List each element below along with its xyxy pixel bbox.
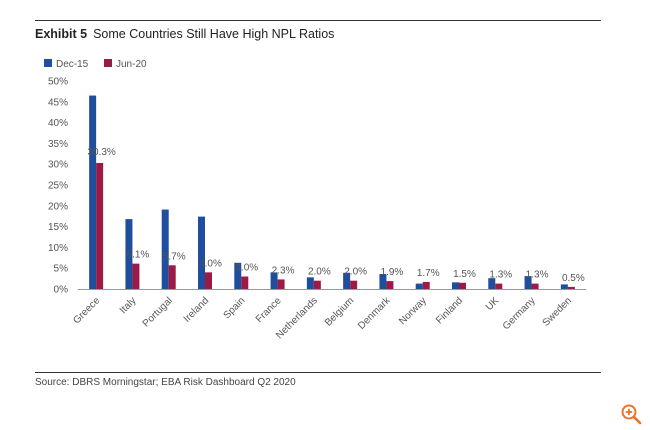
legend-label-jun20: Jun-20	[116, 59, 147, 70]
source-note: Source: DBRS Morningstar; EBA Risk Dashb…	[35, 377, 296, 388]
y-tick-label: 5%	[54, 264, 69, 275]
data-label-jun20: 6.1%	[127, 250, 150, 261]
y-tick-label: 25%	[48, 181, 68, 192]
y-tick-label: 15%	[48, 222, 68, 233]
y-tick-label: 30%	[48, 160, 68, 171]
data-labels: 30.3% 6.1% 5.7% 4.0% 3.0% 2.3% 2.0% 2.0% 1.9% 1.7…	[87, 147, 584, 284]
x-tick-label: Denmark	[356, 295, 393, 332]
bar-dec15	[234, 262, 242, 289]
y-tick-label: 45%	[48, 97, 68, 108]
bottom-rule	[35, 372, 601, 373]
y-tick-label: 40%	[48, 118, 68, 129]
legend: Dec-15 Jun-20	[44, 59, 147, 70]
data-label-jun20: 5.7%	[163, 251, 186, 262]
x-tick-label: Spain	[222, 295, 248, 321]
bar-jun20	[241, 276, 249, 289]
bar-dec15	[270, 272, 278, 289]
y-tick-label: 35%	[48, 139, 68, 150]
legend-label-dec15: Dec-15	[56, 59, 89, 70]
npl-chart: Dec-15 Jun-20 0% 5% 10% 15% 20% 25% 30% 35% 40% 4…	[44, 59, 586, 341]
x-tick-label: Finland	[434, 295, 465, 326]
bar-jun20	[386, 281, 394, 289]
bar-dec15	[452, 282, 459, 289]
data-label-jun20: 2.3%	[272, 265, 295, 276]
bar-dec15	[125, 219, 133, 289]
bar-jun20	[277, 279, 285, 289]
bar-jun20	[132, 263, 140, 289]
x-tick-label: Greece	[71, 295, 102, 326]
bar-jun20	[459, 282, 466, 289]
legend-swatch-dec15	[44, 59, 52, 67]
x-tick-label: Portugal	[141, 295, 175, 329]
data-label-jun20: 1.3%	[526, 270, 549, 281]
bars	[89, 95, 575, 289]
data-label-jun20: 3.0%	[235, 263, 258, 274]
data-label-jun20: 30.3%	[87, 147, 115, 158]
data-label-jun20: 1.7%	[417, 268, 440, 279]
bar-dec15	[415, 283, 423, 289]
y-tick-label: 20%	[48, 201, 68, 212]
x-tick-label: France	[254, 295, 284, 325]
bar-dec15	[198, 216, 205, 289]
y-tick-label: 50%	[48, 77, 68, 88]
bar-dec15	[524, 276, 532, 289]
zoom-in-icon[interactable]	[620, 403, 642, 425]
bar-jun20	[168, 265, 176, 289]
x-tick-label: Germany	[501, 295, 538, 332]
exhibit-number: Exhibit 5	[35, 27, 88, 41]
bar-jun20	[313, 280, 321, 289]
x-tick-label: UK	[484, 295, 502, 313]
x-tick-label: Norway	[397, 295, 429, 327]
y-tick-label: 10%	[48, 243, 68, 254]
x-axis: Greece Italy Portugal Ireland Spain FranceNet…	[71, 289, 586, 341]
bar-jun20	[531, 283, 539, 289]
x-tick-label: Belgium	[323, 295, 356, 328]
legend-swatch-jun20	[104, 59, 112, 67]
data-label-jun20: 1.5%	[453, 269, 476, 280]
y-tick-label: 0%	[54, 285, 69, 296]
x-tick-label: Italy	[118, 295, 139, 316]
bar-jun20	[495, 283, 503, 289]
data-label-jun20: 2.0%	[308, 267, 331, 278]
bar-dec15	[488, 278, 496, 289]
bar-dec15	[379, 274, 387, 289]
data-label-jun20: 0.5%	[562, 273, 585, 284]
bar-dec15	[343, 272, 351, 289]
data-label-jun20: 1.9%	[381, 267, 404, 278]
bar-dec15	[89, 95, 97, 289]
data-label-jun20: 4.0%	[199, 258, 222, 269]
data-label-jun20: 2.0%	[344, 267, 367, 278]
bar-jun20	[350, 280, 358, 289]
data-label-jun20: 1.3%	[489, 270, 512, 281]
bar-dec15	[560, 284, 568, 289]
bar-jun20	[205, 272, 212, 289]
chart-title: Some Countries Still Have High NPL Ratio…	[93, 27, 335, 41]
y-axis: 0% 5% 10% 15% 20% 25% 30% 35% 40% 45% 50%	[48, 77, 68, 296]
bar-jun20	[422, 281, 430, 289]
x-tick-label: Sweden	[541, 295, 574, 328]
bar-jun20	[567, 286, 575, 289]
bar-dec15	[161, 209, 169, 289]
bar-jun20	[96, 162, 104, 289]
top-rule	[35, 20, 601, 21]
x-tick-label: Ireland	[182, 295, 211, 324]
bar-dec15	[306, 277, 314, 289]
exhibit-title: Exhibit 5 Some Countries Still Have High …	[35, 27, 334, 41]
